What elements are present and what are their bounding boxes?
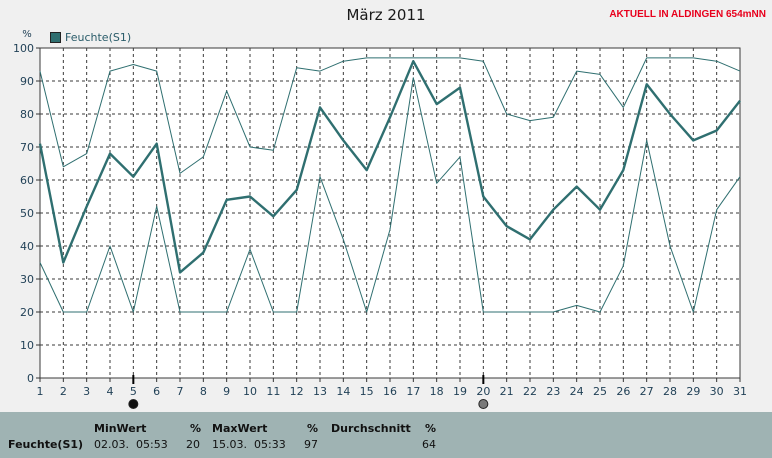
x-tick-label-21: 21 <box>500 385 514 398</box>
y-tick-label-90: 90 <box>20 75 34 88</box>
x-tick-label-27: 27 <box>640 385 654 398</box>
x-tick-label-8: 8 <box>200 385 207 398</box>
x-tick-label-5: 5 <box>130 385 137 398</box>
x-tick-label-17: 17 <box>406 385 420 398</box>
x-tick-label-31: 31 <box>733 385 747 398</box>
stats-header-pct-max: % <box>307 422 319 435</box>
x-tick-label-4: 4 <box>107 385 114 398</box>
x-tick-label-6: 6 <box>153 385 160 398</box>
series-line-min <box>39 77 741 313</box>
y-tick-label-30: 30 <box>20 273 34 286</box>
stats-header-max: MaxWert <box>212 422 268 435</box>
legend-swatch <box>50 32 61 43</box>
y-tick-label-100: 100 <box>13 42 34 55</box>
chart-area: März 2011 AKTUELL IN ALDINGEN 654mNN 0 10… <box>13 6 766 409</box>
stats-max-date: 15.03. <box>212 438 247 451</box>
x-tick-label-15: 15 <box>360 385 374 398</box>
x-tick-label-7: 7 <box>177 385 184 398</box>
x-tick-label-25: 25 <box>593 385 607 398</box>
x-tick-label-22: 22 <box>523 385 537 398</box>
x-tick-label-11: 11 <box>266 385 280 398</box>
stats-max-value: 97 <box>304 438 318 451</box>
x-tick-label-26: 26 <box>616 385 630 398</box>
x-tick-label-28: 28 <box>663 385 677 398</box>
stats-min-date: 02.03. <box>94 438 129 451</box>
y-tick-label-80: 80 <box>20 108 34 121</box>
stats-panel: MinWert % MaxWert % Durchschnitt % Feuch… <box>0 412 772 458</box>
x-tick-label-14: 14 <box>336 385 350 398</box>
chart-title: März 2011 <box>346 6 426 24</box>
stats-header-pct-avg: % <box>425 422 437 435</box>
x-tick-label-1: 1 <box>37 385 44 398</box>
station-label: AKTUELL IN ALDINGEN 654mNN <box>609 9 766 20</box>
stats-min-time: 05:53 <box>136 438 168 451</box>
stats-avg-value: 64 <box>422 438 436 451</box>
y-tick-label-70: 70 <box>20 141 34 154</box>
y-tick-label-50: 50 <box>20 207 34 220</box>
legend: Feuchte(S1) <box>50 31 131 44</box>
x-tick-label-9: 9 <box>223 385 230 398</box>
x-tick-label-13: 13 <box>313 385 327 398</box>
y-tick-label-0: 0 <box>27 372 34 385</box>
stats-row-name: Feuchte(S1) <box>8 438 84 451</box>
y-tick-label-10: 10 <box>20 339 34 352</box>
x-tick-label-16: 16 <box>383 385 397 398</box>
x-tick-label-2: 2 <box>60 385 67 398</box>
stats-max-time: 05:33 <box>254 438 286 451</box>
x-tick-label-3: 3 <box>83 385 90 398</box>
x-tick-label-29: 29 <box>686 385 700 398</box>
x-tick-label-30: 30 <box>710 385 724 398</box>
day-marker-5 <box>128 399 139 409</box>
y-tick-label-40: 40 <box>20 240 34 253</box>
x-tick-label-23: 23 <box>546 385 560 398</box>
y-tick-label-20: 20 <box>20 306 34 319</box>
series-line-max <box>39 57 741 174</box>
legend-label: Feuchte(S1) <box>65 31 132 44</box>
x-tick-label-19: 19 <box>453 385 467 398</box>
stats-header-min: MinWert <box>94 422 147 435</box>
day-marker-20 <box>478 399 489 409</box>
stats-header-pct-min: % <box>190 422 202 435</box>
x-tick-label-12: 12 <box>290 385 304 398</box>
y-axis-label: % <box>22 29 32 40</box>
x-tick-label-18: 18 <box>430 385 444 398</box>
x-tick-label-24: 24 <box>570 385 584 398</box>
series-line-avg <box>38 60 741 274</box>
x-tick-label-10: 10 <box>243 385 257 398</box>
stats-min-value: 20 <box>186 438 200 451</box>
y-tick-label-60: 60 <box>20 174 34 187</box>
stats-header-avg: Durchschnitt <box>331 422 411 435</box>
x-tick-label-20: 20 <box>476 385 490 398</box>
